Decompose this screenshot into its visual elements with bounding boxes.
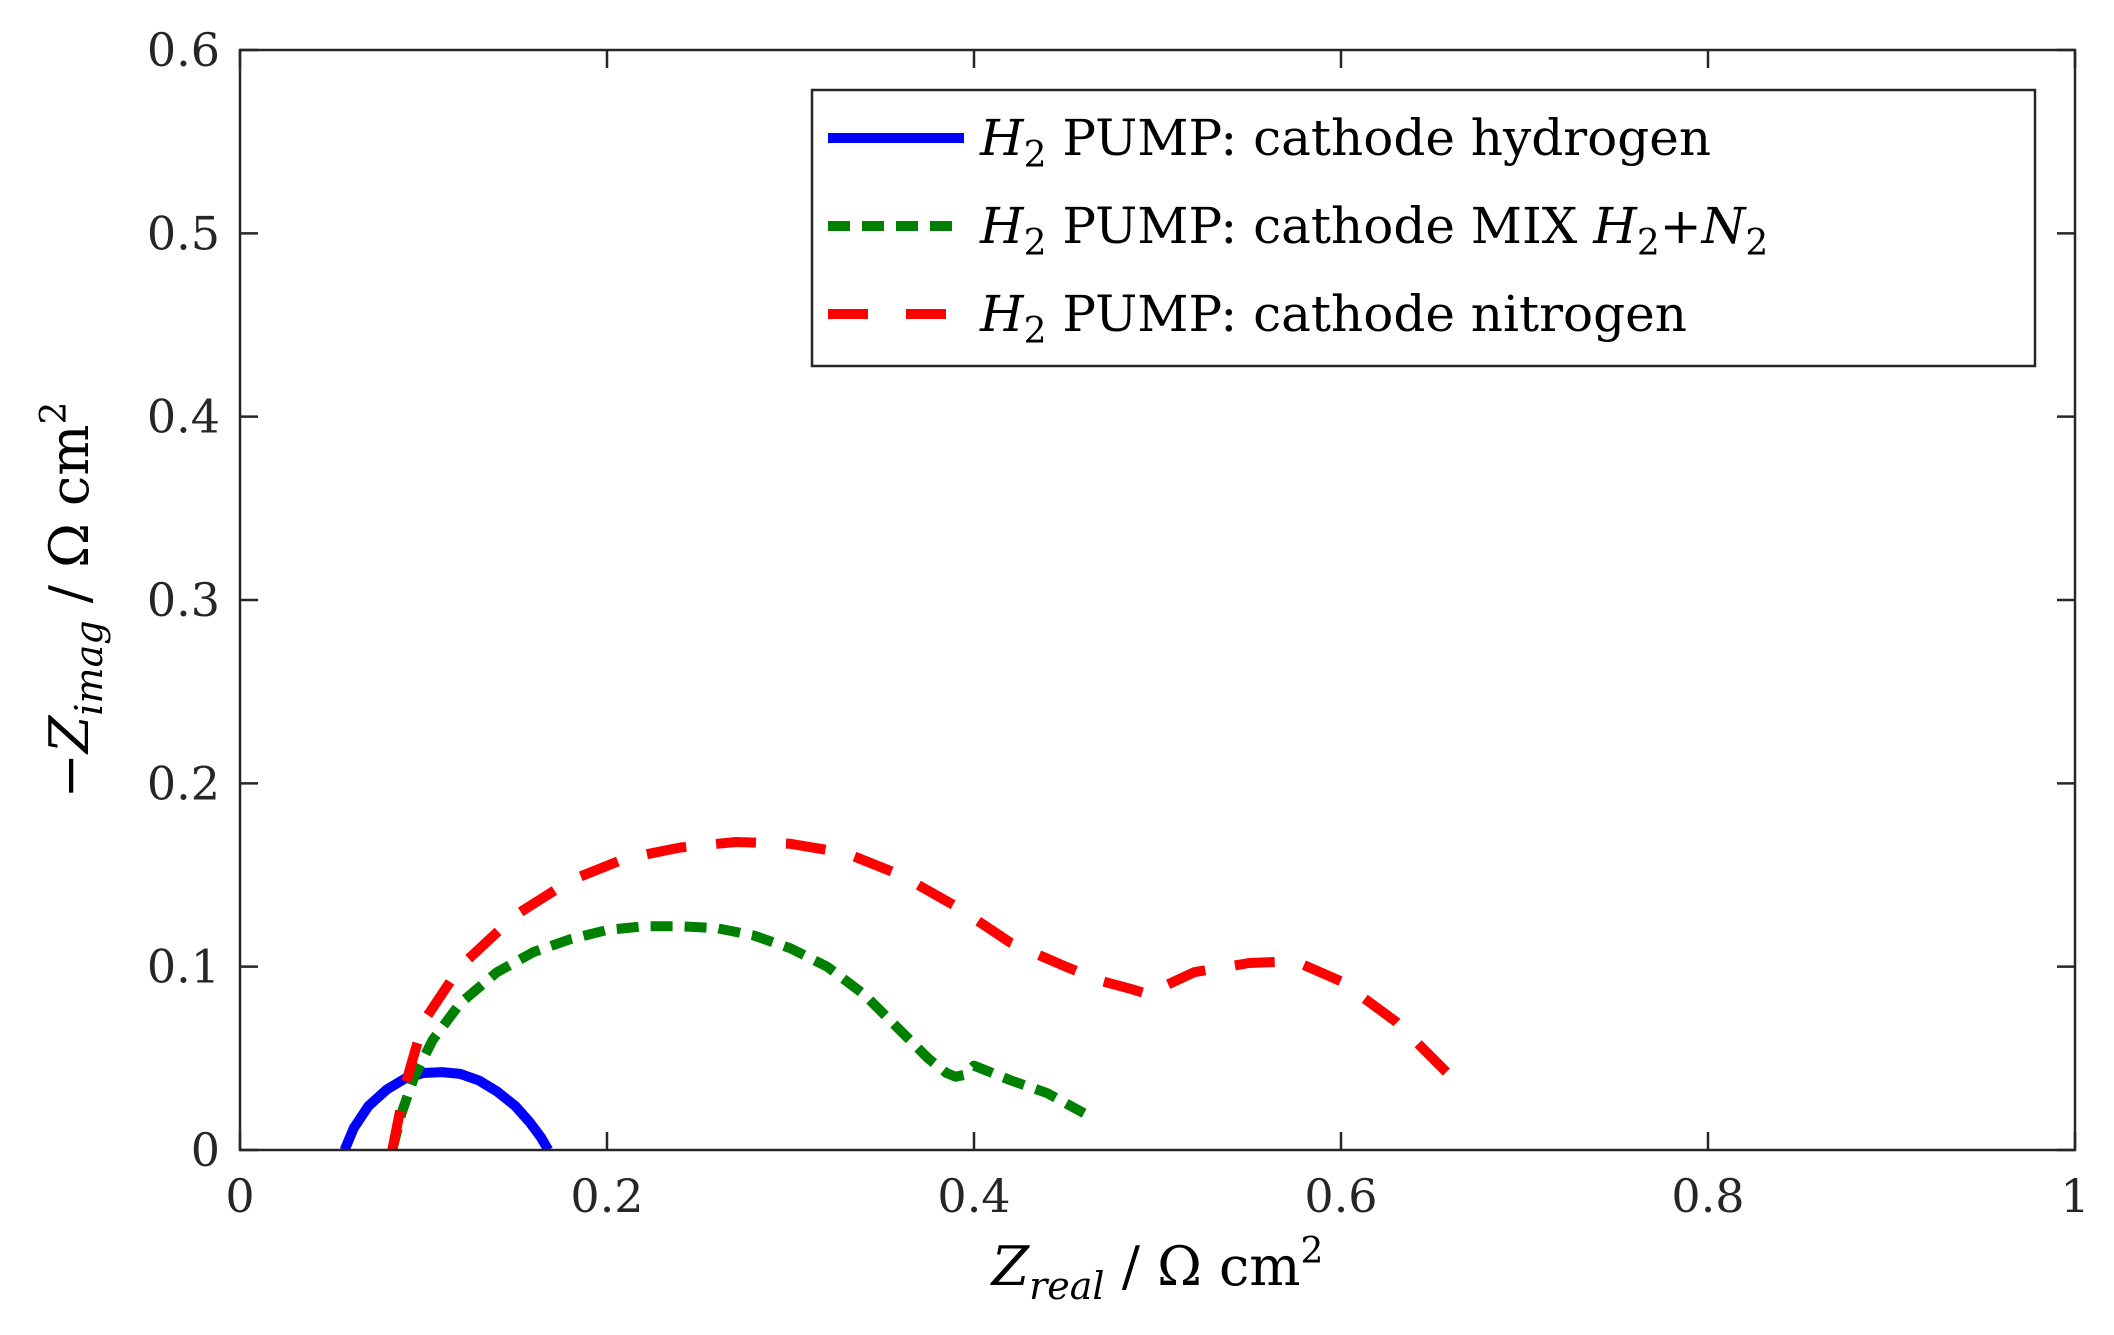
x-tick-label: 0.6 — [1304, 1169, 1377, 1223]
x-tick-label: 0.4 — [937, 1169, 1010, 1223]
series-line-1 — [339, 1067, 553, 1150]
series-line-2 — [387, 921, 1087, 1150]
x-tick-label: 1 — [2060, 1169, 2089, 1223]
y-tick-label: 0.5 — [147, 206, 220, 260]
y-tick-label: 0.6 — [147, 23, 220, 77]
y-axis-label: −Zimag / Ω cm2 — [34, 402, 111, 799]
y-tick-label: 0 — [191, 1123, 220, 1177]
legend-label-2: H2 PUMP: cathode MIX H2+N2 — [979, 197, 1768, 264]
y-tick-label: 0.1 — [147, 940, 220, 994]
x-tick-label: 0 — [225, 1169, 254, 1223]
y-tick-label: 0.4 — [147, 390, 220, 444]
legend-label-1: H2 PUMP: cathode hydrogen — [979, 109, 1711, 176]
y-tick-label: 0.3 — [147, 573, 220, 627]
x-axis-label: Zreal / Ω cm2 — [990, 1231, 1324, 1308]
y-tick-label: 0.2 — [147, 756, 220, 810]
series-line-3 — [387, 837, 1455, 1150]
legend-label-3: H2 PUMP: cathode nitrogen — [979, 285, 1687, 352]
x-tick-label: 0.8 — [1671, 1169, 1744, 1223]
x-tick-label: 0.2 — [570, 1169, 643, 1223]
legend-box — [810, 88, 2037, 368]
